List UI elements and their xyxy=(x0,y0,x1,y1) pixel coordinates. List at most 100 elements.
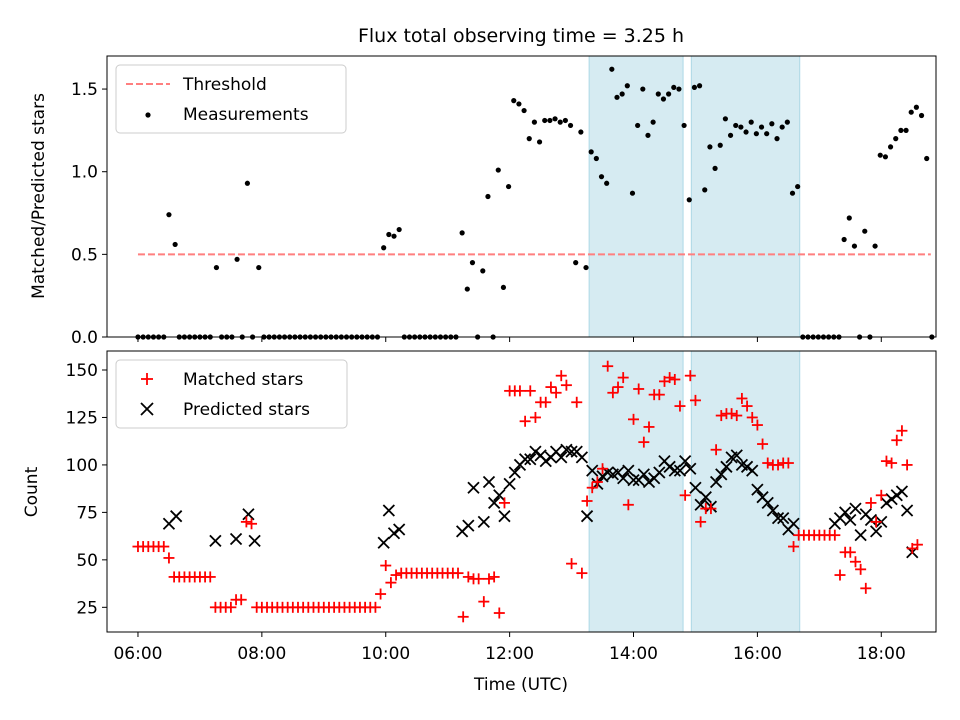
legend-matched-swatch xyxy=(141,373,153,385)
predicted-stars-point xyxy=(393,523,406,536)
measurement-point xyxy=(459,230,465,236)
x-tick-label: 14:00 xyxy=(609,644,658,664)
measurement-point xyxy=(552,116,558,122)
matched-stars-point xyxy=(679,489,691,501)
measurement-point xyxy=(598,174,605,180)
measurement-point xyxy=(588,149,594,155)
matched-stars-point xyxy=(545,381,557,393)
measurement-point xyxy=(769,121,775,127)
measurement-point xyxy=(841,236,847,243)
matched-stars-point xyxy=(829,529,841,541)
x-tick-label: 18:00 xyxy=(857,644,906,664)
measurement-point xyxy=(691,84,698,91)
measurement-point xyxy=(381,245,387,251)
matched-stars-point xyxy=(653,389,665,401)
matched-stars-point xyxy=(870,516,882,528)
predicted-stars-point xyxy=(653,466,666,479)
y-tick-label: 150 xyxy=(66,361,98,381)
matched-stars-point xyxy=(875,489,887,501)
matched-stars-layer xyxy=(132,360,923,623)
predicted-stars-point xyxy=(895,485,909,498)
observing-window xyxy=(588,350,684,633)
matched-stars-point xyxy=(726,408,738,420)
x-tick-label: 12:00 xyxy=(485,644,534,664)
x-tick-label: 06:00 xyxy=(113,644,162,664)
measurement-point xyxy=(789,190,796,196)
predicted-stars-point xyxy=(229,532,243,546)
top-y-axis-label: Matched/Predicted stars xyxy=(29,93,49,299)
matched-stars-point xyxy=(457,611,469,623)
matched-stars-point xyxy=(891,434,903,446)
predicted-stars-point xyxy=(503,477,516,491)
matched-stars-point xyxy=(566,558,578,570)
measurement-point xyxy=(774,136,780,142)
measurement-point xyxy=(480,268,486,274)
matched-stars-point xyxy=(452,567,464,579)
bottom-panel: 25 50 75 100 125 150 06:00 08:00 10:00 12:00 14:0… xyxy=(22,350,937,695)
x-tick-label: 10:00 xyxy=(361,644,410,664)
measurement-point xyxy=(893,136,899,142)
matched-stars-point xyxy=(555,370,567,382)
matched-stars-point xyxy=(519,415,531,427)
matched-stars-point xyxy=(782,457,794,469)
measurement-point xyxy=(619,91,625,97)
predicted-stars-point xyxy=(518,453,532,466)
measurement-point xyxy=(593,155,599,162)
predicted-stars-point xyxy=(498,510,511,523)
matched-stars-point xyxy=(524,385,536,397)
measurement-point xyxy=(738,124,744,130)
measurement-point xyxy=(918,112,925,119)
matched-stars-point xyxy=(731,410,743,422)
matched-stars-point xyxy=(736,392,748,404)
predicted-stars-point xyxy=(684,462,697,475)
legend-measurements-swatch xyxy=(145,112,151,118)
matched-stars-point xyxy=(901,459,913,471)
predicted-stars-point xyxy=(854,529,867,542)
measurement-point xyxy=(660,96,667,102)
predicted-stars-point xyxy=(637,468,650,481)
predicted-stars-layer xyxy=(162,443,919,559)
measurement-point xyxy=(609,66,615,72)
measurement-point xyxy=(578,129,584,135)
measurement-point xyxy=(547,117,553,124)
y-tick-label: 75 xyxy=(76,503,98,523)
predicted-stars-point xyxy=(730,449,743,462)
measurement-point xyxy=(846,215,852,221)
predicted-stars-point xyxy=(377,536,390,549)
matched-stars-point xyxy=(478,596,490,608)
matched-stars-point xyxy=(529,411,541,423)
predicted-stars-point xyxy=(673,464,687,477)
matched-stars-point xyxy=(225,601,237,613)
predicted-stars-point xyxy=(580,510,594,523)
top-y-axis: 0.0 0.5 1.0 1.5 xyxy=(71,80,107,348)
measurement-point xyxy=(753,131,759,137)
matched-stars-point xyxy=(834,569,846,581)
measurement-point xyxy=(234,256,240,262)
measurement-point xyxy=(604,180,610,186)
measurement-point xyxy=(640,86,646,92)
predicted-stars-point xyxy=(387,527,401,540)
matched-stars-point xyxy=(617,372,629,384)
predicted-stars-point xyxy=(663,460,676,473)
measurement-point xyxy=(614,94,620,100)
y-tick-label: 125 xyxy=(66,408,98,428)
measurement-point xyxy=(681,122,687,129)
measurement-point xyxy=(671,84,677,91)
predicted-stars-point xyxy=(709,475,723,489)
predicted-stars-point xyxy=(885,492,898,506)
predicted-stars-point xyxy=(777,511,790,525)
measurement-point xyxy=(913,104,919,110)
measurement-point xyxy=(624,83,630,89)
predicted-stars-point xyxy=(539,454,552,468)
predicted-stars-point xyxy=(575,451,589,464)
predicted-stars-point xyxy=(880,496,893,510)
predicted-stars-point xyxy=(596,470,609,483)
matched-stars-point xyxy=(581,495,593,507)
legend-predicted-label: Predicted stars xyxy=(183,400,310,420)
matched-stars-point xyxy=(788,541,800,553)
matched-stars-point xyxy=(390,569,402,581)
figure-title: Flux total observing time = 3.25 h xyxy=(358,25,684,47)
measurement-point xyxy=(903,127,909,133)
measurement-point xyxy=(396,226,402,233)
matched-stars-point xyxy=(204,571,216,583)
